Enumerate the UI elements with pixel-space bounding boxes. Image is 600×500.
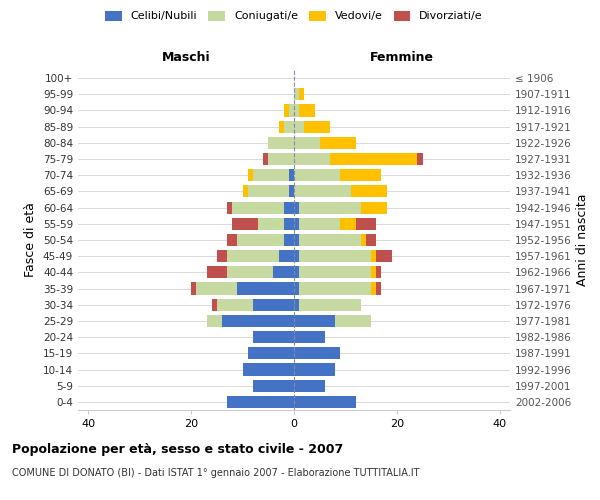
Bar — [340, 169, 382, 181]
Text: Popolazione per età, sesso e stato civile - 2007: Popolazione per età, sesso e stato civil… — [12, 442, 343, 456]
Bar — [232, 218, 258, 230]
Bar — [278, 120, 284, 132]
Bar — [294, 120, 304, 132]
Bar — [196, 282, 238, 294]
Bar — [294, 266, 299, 278]
Bar — [366, 234, 376, 246]
Text: COMUNE DI DONATO (BI) - Dati ISTAT 1° gennaio 2007 - Elaborazione TUTTITALIA.IT: COMUNE DI DONATO (BI) - Dati ISTAT 1° ge… — [12, 468, 419, 477]
Bar — [242, 364, 294, 376]
Bar — [294, 380, 325, 392]
Y-axis label: Anni di nascita: Anni di nascita — [576, 194, 589, 286]
Bar — [294, 315, 335, 327]
Bar — [320, 137, 356, 149]
Bar — [330, 153, 418, 165]
Bar — [268, 153, 294, 165]
Bar — [340, 218, 356, 230]
Bar — [238, 282, 294, 294]
Bar — [335, 315, 371, 327]
Bar — [294, 348, 340, 360]
Bar — [294, 364, 335, 376]
Bar — [191, 282, 196, 294]
Bar — [238, 234, 284, 246]
Bar — [299, 88, 304, 101]
Bar — [217, 298, 253, 311]
Bar — [294, 153, 330, 165]
Y-axis label: Fasce di età: Fasce di età — [25, 202, 37, 278]
Bar — [294, 218, 299, 230]
Bar — [299, 250, 371, 262]
Bar — [206, 266, 227, 278]
Bar — [227, 202, 232, 213]
Bar — [294, 104, 299, 117]
Bar — [350, 186, 386, 198]
Bar — [294, 234, 299, 246]
Bar — [294, 250, 299, 262]
Bar — [361, 234, 366, 246]
Bar — [371, 266, 376, 278]
Bar — [284, 120, 294, 132]
Bar — [263, 153, 268, 165]
Bar — [253, 169, 289, 181]
Bar — [278, 250, 294, 262]
Bar — [253, 331, 294, 343]
Bar — [371, 282, 376, 294]
Bar — [242, 186, 248, 198]
Bar — [268, 137, 294, 149]
Bar — [284, 202, 294, 213]
Bar — [299, 282, 371, 294]
Bar — [253, 380, 294, 392]
Bar — [294, 186, 350, 198]
Bar — [227, 234, 238, 246]
Bar — [299, 202, 361, 213]
Bar — [299, 266, 371, 278]
Bar — [222, 315, 294, 327]
Bar — [299, 104, 314, 117]
Bar — [371, 250, 376, 262]
Bar — [376, 266, 382, 278]
Bar — [227, 266, 274, 278]
Bar — [227, 250, 278, 262]
Bar — [299, 234, 361, 246]
Bar — [289, 104, 294, 117]
Bar — [304, 120, 330, 132]
Bar — [356, 218, 376, 230]
Bar — [248, 348, 294, 360]
Bar — [294, 137, 320, 149]
Bar — [258, 218, 284, 230]
Bar — [248, 169, 253, 181]
Bar — [294, 88, 299, 101]
Legend: Celibi/Nubili, Coniugati/e, Vedovi/e, Divorziati/e: Celibi/Nubili, Coniugati/e, Vedovi/e, Di… — [105, 10, 483, 22]
Bar — [294, 331, 325, 343]
Bar — [284, 218, 294, 230]
Bar — [212, 298, 217, 311]
Text: Maschi: Maschi — [161, 50, 211, 64]
Bar — [294, 396, 356, 408]
Bar — [376, 282, 382, 294]
Bar — [299, 218, 340, 230]
Bar — [418, 153, 422, 165]
Bar — [284, 104, 289, 117]
Bar — [284, 234, 294, 246]
Bar — [274, 266, 294, 278]
Bar — [227, 396, 294, 408]
Bar — [376, 250, 392, 262]
Bar — [217, 250, 227, 262]
Bar — [361, 202, 386, 213]
Bar — [289, 169, 294, 181]
Bar — [248, 186, 289, 198]
Bar — [253, 298, 294, 311]
Bar — [299, 298, 361, 311]
Bar — [294, 169, 340, 181]
Bar — [289, 186, 294, 198]
Bar — [294, 298, 299, 311]
Bar — [294, 282, 299, 294]
Text: Femmine: Femmine — [370, 50, 434, 64]
Bar — [206, 315, 222, 327]
Bar — [232, 202, 284, 213]
Bar — [294, 202, 299, 213]
